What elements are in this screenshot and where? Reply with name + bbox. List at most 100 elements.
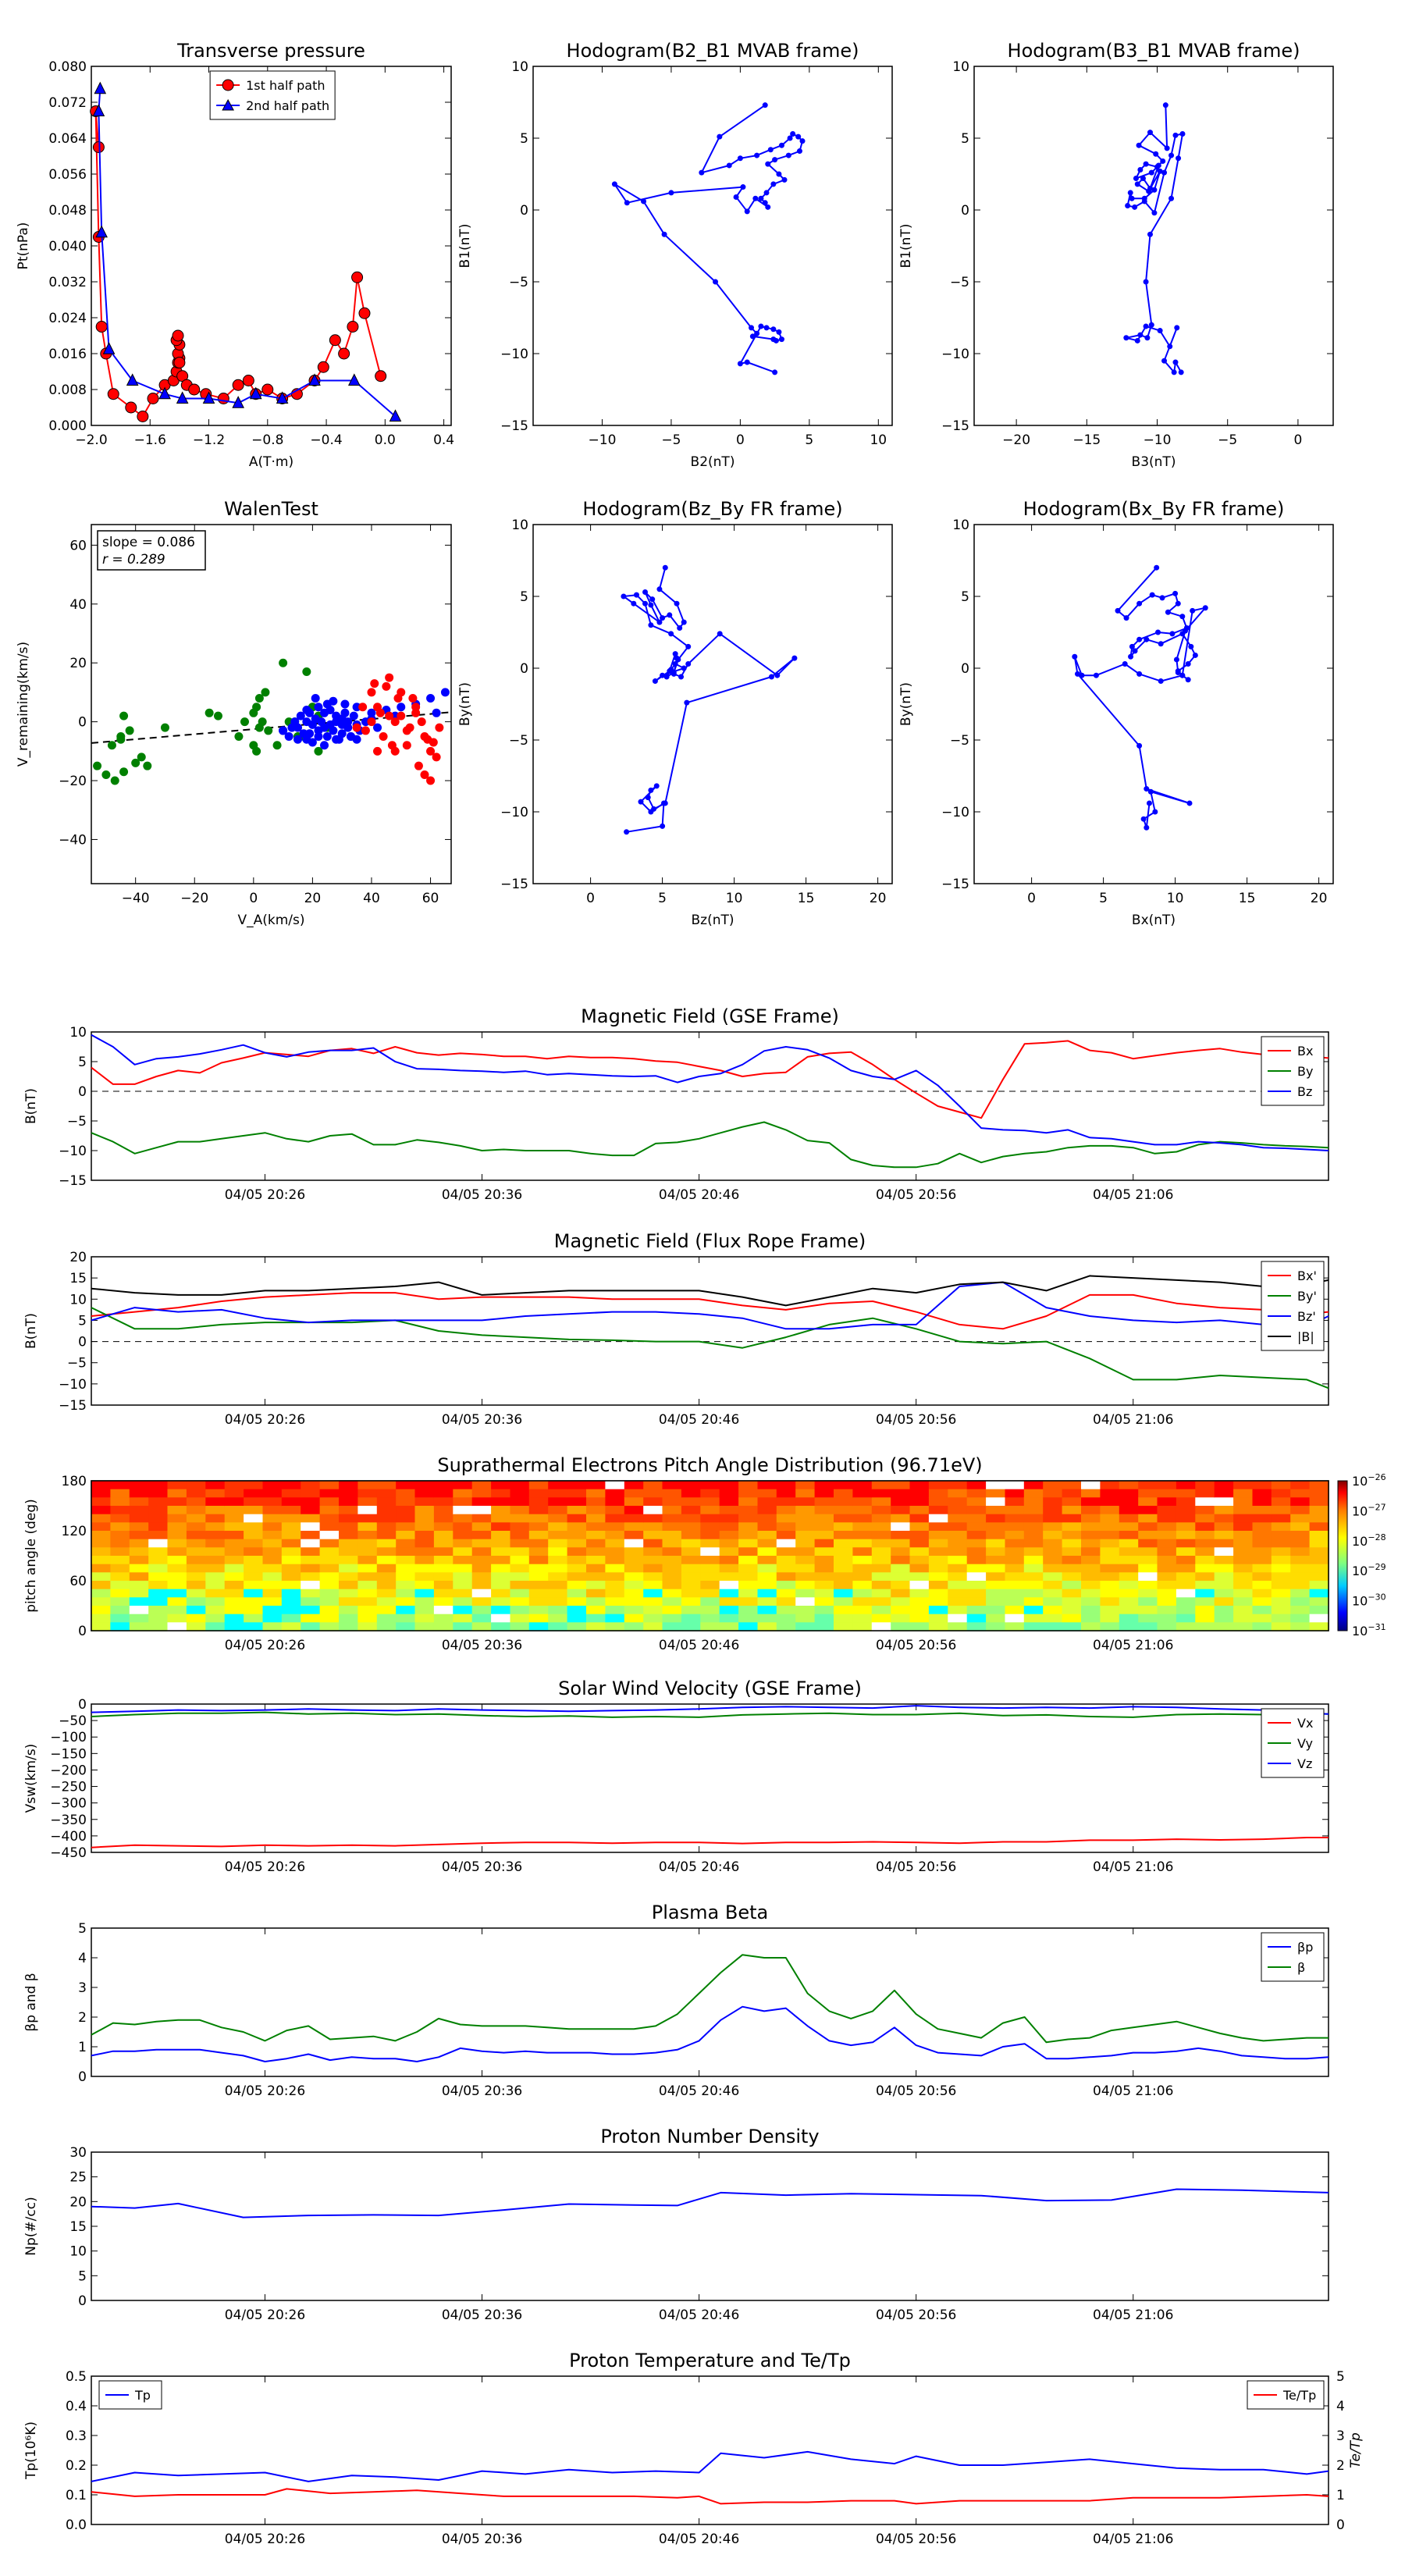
heatmap-cell [624,1489,644,1498]
heatmap-cell [414,1589,435,1598]
chart-title: Solar Wind Velocity (GSE Frame) [558,1678,862,1699]
data-point [740,184,746,190]
heatmap-cell [567,1531,587,1540]
heatmap-cell [376,1547,397,1557]
x-tick-label: 04/05 20:46 [659,1859,739,1875]
heatmap-cell [795,1614,816,1623]
heatmap-cell [776,1514,796,1523]
scatter-point [429,738,438,747]
heatmap-cell [586,1522,606,1532]
data-point [681,619,687,625]
heatmap-cell [757,1589,777,1598]
heatmap-cell [548,1564,568,1573]
heatmap-cell [586,1506,606,1515]
heatmap-cell [852,1606,873,1615]
scatter-point [119,767,129,777]
y-tick-label: 5 [961,131,969,147]
data-point [624,200,630,206]
heatmap-cell [986,1622,1006,1631]
x-tick-label: 10 [726,891,743,906]
heatmap-cell [129,1506,149,1515]
heatmap-cell [1271,1547,1291,1557]
x-tick-label: 04/05 20:46 [659,1187,739,1203]
x-tick-label: 60 [422,891,439,906]
data-point [1190,607,1196,614]
heatmap-cell [1119,1581,1139,1590]
plot-frame [91,2375,1329,2525]
colorbar-tick-label: 10−28 [1352,1532,1386,1549]
heatmap-cell [834,1581,853,1590]
scatter-point [402,741,411,750]
heatmap-cell [471,1614,492,1623]
scatter-point [287,723,297,732]
scatter-point [390,711,400,720]
heatmap-cell [510,1581,530,1590]
data-point [778,142,784,148]
heatmap-cell [471,1589,492,1598]
heatmap-cell [167,1622,187,1631]
heatmap-cell [1157,1547,1177,1557]
heatmap-cell [605,1597,625,1606]
heatmap-cell [814,1481,834,1490]
heatmap-cell [167,1514,187,1523]
x-tick-label: 20 [870,891,887,906]
series-Vz [91,1705,1329,1715]
data-point [663,674,670,680]
heatmap-cell [528,1572,549,1582]
series-line [91,1040,1329,1119]
data-point [1140,816,1147,822]
heatmap-cell [224,1506,244,1515]
y-tick-label: 0.3 [66,2428,87,2444]
legend-label: βp [1297,1940,1313,1955]
y-tick-label: −15 [59,1398,87,1414]
heatmap-cell [453,1531,473,1540]
heatmap-cell [891,1481,911,1490]
series-line [91,1281,1329,1330]
series-Vy [91,1711,1329,1718]
y-tick-label: −5 [950,275,969,290]
heatmap-cell [643,1614,663,1623]
heatmap-cell [528,1606,549,1615]
heatmap-cell [301,1539,321,1548]
scatter-point [320,741,329,750]
heatmap-cell [1081,1506,1101,1515]
y-tick-label: −20 [59,774,87,789]
x-tick-label: 5 [805,432,813,448]
heatmap-cell [205,1489,226,1498]
heatmap-cell [1100,1547,1120,1557]
heatmap-cell [795,1547,816,1557]
heatmap-cell [339,1547,358,1557]
data-point [94,81,107,94]
y-tick-label: −300 [50,1796,87,1812]
heatmap-cell [928,1606,948,1615]
data-point [95,321,108,333]
heatmap-cell [662,1556,682,1565]
heatmap-cell [1233,1531,1254,1540]
heatmap-cell [986,1547,1006,1557]
heatmap-cell [91,1614,111,1623]
heatmap-cell [1043,1572,1063,1582]
heatmap-cell [966,1539,987,1548]
heatmap-cell [1081,1597,1101,1606]
heatmap-cell [719,1589,739,1598]
data-point [1186,800,1193,806]
data-point [202,391,215,404]
heatmap-cell [776,1489,796,1498]
data-point [126,373,139,386]
heatmap-cell [928,1481,948,1490]
heatmap-cell [1023,1547,1044,1557]
heatmap-cell [719,1497,739,1507]
scatter-point [308,738,317,747]
heatmap-cell [1119,1622,1139,1631]
heatmap-cell [110,1581,130,1590]
heatmap-cell [262,1489,283,1498]
heatmap-cell [1043,1606,1063,1615]
heatmap-cell [776,1547,796,1557]
heatmap-cell [586,1539,606,1548]
heatmap-cell [548,1539,568,1548]
y-tick-label: 5 [78,1921,87,1937]
heatmap-cell [319,1539,340,1548]
heatmap-cell [1100,1606,1120,1615]
heatmap-cell [357,1514,378,1523]
y-tick-label: 10 [69,2244,87,2260]
